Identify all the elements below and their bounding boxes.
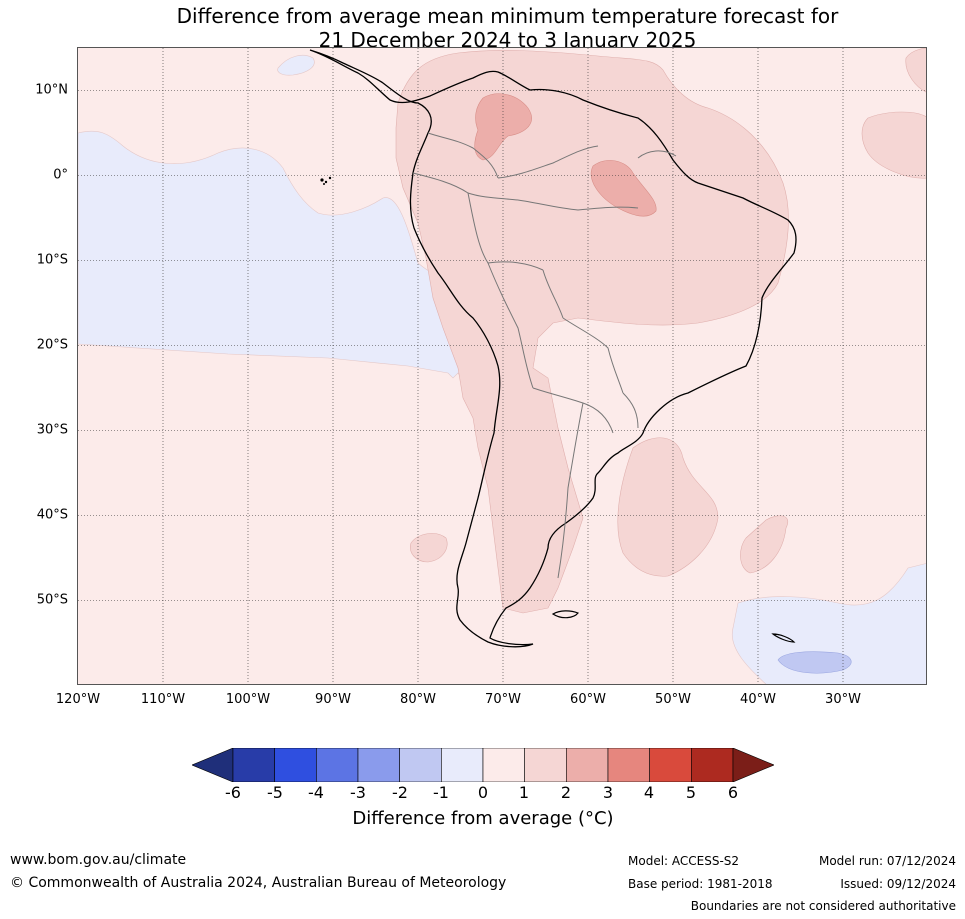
colorbar-tick-4: 4 xyxy=(643,783,655,802)
colorbar-over-arrow xyxy=(732,748,774,782)
colorbar-under-arrow xyxy=(192,748,234,782)
lon-label-50w: 50°W xyxy=(655,692,691,707)
colorbar-tick-neg3: -3 xyxy=(350,783,366,802)
south-america-coastline xyxy=(309,49,797,648)
lon-label-90w: 90°W xyxy=(315,692,351,707)
country-borders xyxy=(412,132,677,579)
anomaly-1-to-2-patch-atlantic-east xyxy=(740,515,788,574)
colorbar-tick-neg5: -5 xyxy=(267,783,283,802)
lon-label-40w: 40°W xyxy=(740,692,776,707)
lon-label-100w: 100°W xyxy=(225,692,271,707)
map-svg xyxy=(78,48,926,684)
map-title: Difference from average mean minimum tem… xyxy=(0,4,965,52)
colorbar-tick-neg1: -1 xyxy=(433,783,449,802)
colorbar-segment--5-to--4 xyxy=(274,748,317,782)
colorbar-tick-neg2: -2 xyxy=(392,783,408,802)
map-gridlines xyxy=(78,48,926,684)
anomaly-1-to-2-patch-pacific-south xyxy=(410,533,448,563)
lat-label-50s: 50°S xyxy=(36,592,68,608)
footer-website: www.bom.gov.au/climate xyxy=(10,852,187,868)
lat-label-10n: 10°N xyxy=(35,82,68,98)
lon-label-60w: 60°W xyxy=(570,692,606,707)
colorbar-segment-5-to-6 xyxy=(691,748,734,782)
lon-label-110w: 110°W xyxy=(140,692,186,707)
colorbar-tick-0: 0 xyxy=(477,783,489,802)
footer-issued: Issued: 09/12/2024 xyxy=(840,877,956,891)
anomaly-1-to-2-patch-northeast xyxy=(905,48,926,93)
colorbar-label: Difference from average (°C) xyxy=(352,808,614,829)
footer-model-run: Model run: 07/12/2024 xyxy=(818,854,956,868)
colorbar-segment-0-to-1 xyxy=(482,748,525,782)
lon-label-70w: 70°W xyxy=(485,692,521,707)
anomaly-neg2-to-neg1-patch xyxy=(777,651,852,674)
anomaly-1-to-2-continent xyxy=(395,50,789,614)
anomaly-2-to-3-patch-amazon xyxy=(591,160,657,217)
lat-label-30s: 30°S xyxy=(36,422,68,438)
lon-label-30w: 30°W xyxy=(825,692,861,707)
falkland-islands xyxy=(551,610,579,619)
anomaly-neg1-to-0-south-atlantic xyxy=(731,563,926,684)
colorbar-segment--6-to--5 xyxy=(232,748,275,782)
lat-label-0: 0° xyxy=(53,167,68,183)
colorbar-tick-1: 1 xyxy=(518,783,530,802)
colorbar-segment-1-to-2 xyxy=(524,748,567,782)
footer-model: Model: ACCESS-S2 xyxy=(628,854,740,868)
colorbar-tick-neg6: -6 xyxy=(225,783,241,802)
footer-disclaimer: Boundaries are not considered authoritat… xyxy=(690,899,956,913)
colorbar-segment--4-to--3 xyxy=(316,748,359,782)
lon-label-80w: 80°W xyxy=(400,692,436,707)
anomaly-neg1-to-0-north-pacific xyxy=(277,55,315,76)
colorbar-segment-3-to-4 xyxy=(607,748,650,782)
galapagos-islands xyxy=(320,176,332,185)
south-georgia xyxy=(771,633,796,643)
colorbar-segment--3-to--2 xyxy=(357,748,400,782)
colorbar-segment-2-to-3 xyxy=(566,748,609,782)
lon-label-120w: 120°W xyxy=(55,692,101,707)
colorbar-tick-3: 3 xyxy=(602,783,614,802)
forecast-map xyxy=(77,47,927,685)
lat-label-10s: 10°S xyxy=(36,252,68,268)
lat-label-40s: 40°S xyxy=(36,507,68,523)
colorbar-tick-5: 5 xyxy=(685,783,697,802)
colorbar-tick-6: 6 xyxy=(727,783,739,802)
colorbar xyxy=(192,748,774,782)
anomaly-1-to-2-patch-north-atlantic xyxy=(861,111,926,179)
map-title-line-1: Difference from average mean minimum tem… xyxy=(176,4,839,28)
colorbar-tick-neg4: -4 xyxy=(308,783,324,802)
colorbar-segment-4-to-5 xyxy=(649,748,692,782)
colorbar-segment--1-to-0 xyxy=(441,748,484,782)
colorbar-segment--2-to--1 xyxy=(399,748,442,782)
colorbar-tick-2: 2 xyxy=(560,783,572,802)
lat-label-20s: 20°S xyxy=(36,337,68,353)
footer-copyright: © Commonwealth of Australia 2024, Austra… xyxy=(10,875,507,891)
anomaly-1-to-2-southern-atlantic xyxy=(617,437,719,577)
footer-base-period: Base period: 1981-2018 xyxy=(628,877,773,891)
